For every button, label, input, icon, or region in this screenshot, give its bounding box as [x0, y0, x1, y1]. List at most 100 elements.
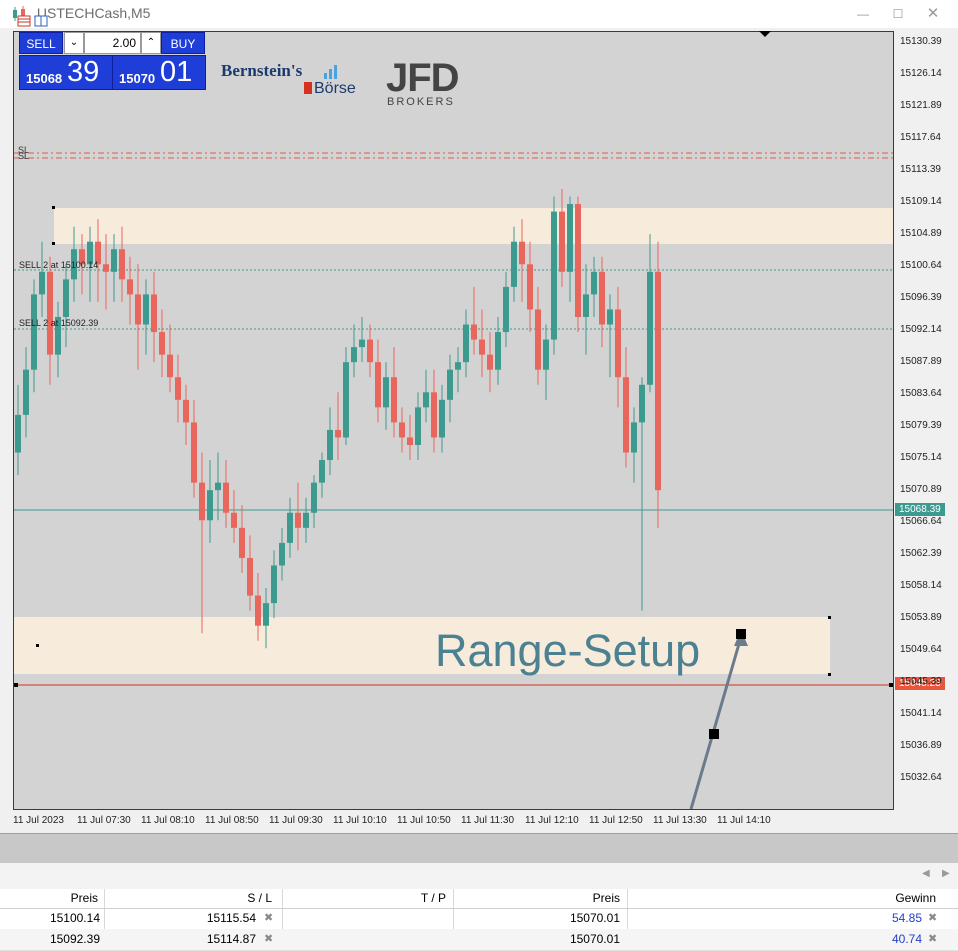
row-profit: 40.74 [891, 932, 922, 946]
price-axis-label: 15104.89 [900, 228, 942, 239]
time-axis-label: 11 Jul 10:50 [397, 815, 451, 826]
scroll-right-icon[interactable]: ▶ [942, 868, 950, 879]
scroll-left-icon[interactable]: ◀ [922, 868, 930, 879]
candle-body [391, 377, 397, 423]
positions-table: Preis S / L T / P Preis Gewinn 15100.14 … [0, 889, 958, 951]
sell-button[interactable]: SELL [19, 32, 63, 54]
table-row[interactable]: 15092.39 15114.87 ✖ 15070.01 40.74 ✖ [0, 929, 958, 951]
candle-body [343, 362, 349, 438]
header-tp[interactable]: T / P [420, 891, 446, 905]
price-axis-label: 15117.64 [900, 132, 941, 143]
candle-body [431, 392, 437, 438]
annotation-arrow[interactable] [689, 636, 743, 809]
row-price2: 15070.01 [569, 911, 620, 925]
maximize-icon[interactable]: ☐ [892, 7, 904, 21]
window-title: .USTECHCash,M5 [33, 5, 151, 21]
close-position-icon[interactable]: ✖ [928, 933, 938, 945]
support-zone[interactable] [14, 617, 830, 674]
candle-body [359, 339, 365, 348]
zone-handle[interactable] [828, 673, 831, 676]
candle-body [351, 347, 357, 363]
candle-body [255, 595, 261, 626]
header-price[interactable]: Preis [70, 891, 98, 905]
header-price2[interactable]: Preis [592, 891, 620, 905]
price-axis-label: 15053.89 [900, 612, 942, 623]
remove-sl-icon[interactable]: ✖ [264, 933, 274, 945]
buy-price-box[interactable]: 15070 01 [112, 55, 206, 90]
candle-body [655, 271, 661, 491]
candle-body [175, 377, 181, 400]
candle-body [511, 241, 517, 287]
level-line-handle-right[interactable] [889, 683, 893, 687]
price-axis-label: 15058.14 [900, 580, 942, 591]
volume-up-button[interactable]: ⌃ [141, 32, 161, 54]
zone-handle[interactable] [52, 206, 55, 209]
close-icon[interactable]: ✕ [926, 5, 940, 22]
resistance-zone[interactable] [54, 208, 893, 244]
price-axis-label: 15032.64 [900, 772, 942, 783]
bernstein-logo-line2: Börse [314, 80, 356, 97]
arrow-handle[interactable] [736, 629, 746, 639]
price-axis-label: 15126.14 [900, 68, 942, 79]
minimize-icon[interactable]: — [857, 7, 869, 21]
candle-body [319, 460, 325, 483]
buy-button[interactable]: BUY [161, 32, 205, 54]
jfd-logo-line2: BROKERS [387, 96, 455, 108]
price-axis-label: 15045.39 [900, 676, 942, 687]
time-axis-label: 11 Jul 07:30 [77, 815, 131, 826]
candle-body [639, 384, 645, 423]
volume-input[interactable]: 2.00 [84, 32, 141, 54]
candle-body [599, 271, 605, 325]
candle-body [439, 399, 445, 438]
price-axis-label: 15062.39 [900, 548, 942, 559]
close-position-icon[interactable]: ✖ [928, 912, 938, 924]
price-axis[interactable]: 15068.39 15045.23 15130.39 15126.14 15121.… [895, 31, 958, 810]
candle-body [423, 392, 429, 408]
remove-sl-icon[interactable]: ✖ [264, 912, 274, 924]
chart-plot-area[interactable]: Range-Setup SL SL SELL 2 at 15100.14 SEL… [13, 15, 894, 810]
price-axis-label: 15100.64 [900, 260, 942, 271]
candle-body [135, 294, 141, 325]
candle-body [487, 354, 493, 370]
time-axis-label: 11 Jul 11:30 [461, 815, 515, 826]
sl-label-2: SL [18, 151, 29, 161]
candle-body [103, 264, 109, 272]
table-row[interactable]: 15100.14 15115.54 ✖ 15070.01 54.85 ✖ [0, 908, 958, 930]
row-price: 15092.39 [49, 932, 100, 946]
chart-shift-marker-icon[interactable] [759, 31, 771, 39]
volume-down-button[interactable]: ⌄ [64, 32, 84, 54]
arrow-handle[interactable] [709, 729, 719, 739]
title-bar: .USTECHCash,M5 — ☐ ✕ [0, 0, 958, 28]
bid-price-value: 15068.39 [899, 504, 941, 515]
range-setup-label[interactable]: Range-Setup [435, 625, 700, 676]
table-icon[interactable] [17, 14, 49, 28]
terminal-splitter[interactable] [0, 833, 958, 864]
candle-body [591, 271, 597, 295]
time-axis-label: 11 Jul 08:50 [205, 815, 259, 826]
sell-price-box[interactable]: 15068 39 [19, 55, 114, 90]
table-header: Preis S / L T / P Preis Gewinn [0, 889, 958, 909]
header-sl[interactable]: S / L [247, 891, 272, 905]
buy-price-minor: 01 [160, 56, 193, 88]
candle-body [615, 309, 621, 378]
price-axis-label: 15096.39 [900, 292, 942, 303]
candle-body [79, 249, 85, 265]
candle-body [471, 324, 477, 340]
zone-handle[interactable] [52, 242, 55, 245]
candle-body [39, 271, 45, 295]
zone-handle[interactable] [828, 616, 831, 619]
bernstein-logo-line1: Bernstein's [221, 61, 303, 80]
time-axis-label: 11 Jul 13:30 [653, 815, 707, 826]
candle-body [367, 339, 373, 363]
zone-handle[interactable] [36, 644, 39, 647]
candle-body [303, 512, 309, 528]
level-price-tag: 15045.23 [895, 677, 945, 690]
level-line-handle-left[interactable] [14, 683, 18, 687]
price-axis-label: 15109.14 [900, 196, 942, 207]
candle-body [527, 264, 533, 310]
price-chart[interactable]: Range-Setup SL SL SELL 2 at 15100.14 SEL… [14, 32, 893, 809]
candle-body [295, 512, 301, 528]
price-axis-label: 15092.14 [900, 324, 942, 335]
candle-body [231, 512, 237, 528]
header-profit[interactable]: Gewinn [895, 891, 936, 905]
